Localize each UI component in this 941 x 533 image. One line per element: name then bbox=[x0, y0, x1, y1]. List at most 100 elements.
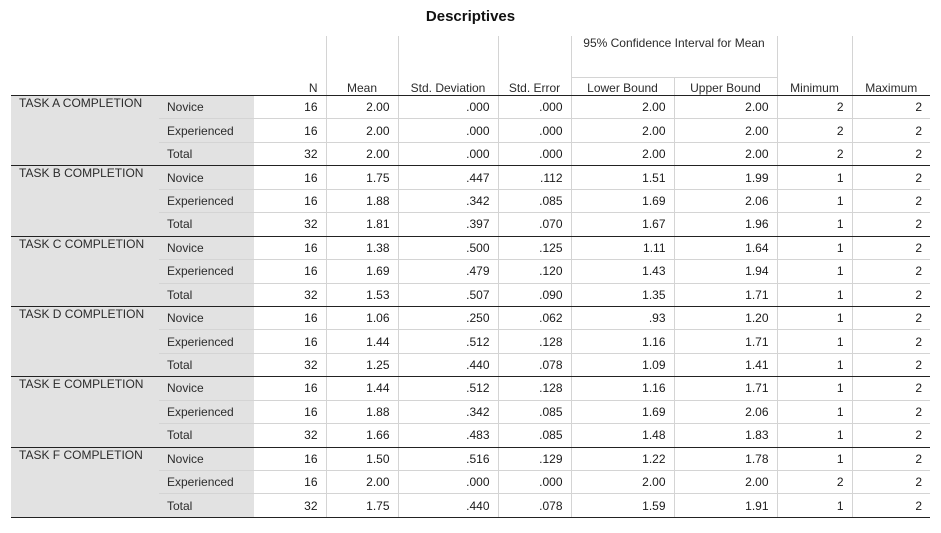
cell-lower-bound: 1.69 bbox=[570, 189, 674, 214]
cell-lower-bound: 1.69 bbox=[570, 400, 674, 425]
cell-upper-bound: 1.96 bbox=[673, 212, 777, 237]
cell-std-error: .000 bbox=[497, 95, 571, 120]
cell-minimum: 1 bbox=[776, 400, 852, 425]
cell-maximum: 2 bbox=[851, 353, 930, 378]
task-label: TASK C COMPLETION bbox=[11, 236, 159, 307]
header-n: N bbox=[254, 77, 326, 96]
cell-lower-bound: 1.35 bbox=[570, 283, 674, 307]
cell-maximum: 2 bbox=[851, 470, 930, 495]
header-spacer-max bbox=[851, 36, 930, 78]
cell-std-error: .125 bbox=[497, 236, 571, 261]
group-label: Total bbox=[159, 212, 254, 237]
cell-std-deviation: .512 bbox=[397, 376, 498, 401]
table-body: TASK A COMPLETION Novice 16 2.00.000.000 2.0… bbox=[11, 95, 930, 518]
cell-lower-bound: .93 bbox=[570, 306, 674, 331]
cell-std-deviation: .342 bbox=[397, 400, 498, 425]
header-std-error: Std. Error bbox=[497, 77, 571, 96]
header-blank-group-2 bbox=[159, 77, 254, 96]
cell-mean: 1.88 bbox=[325, 189, 398, 214]
cell-minimum: 1 bbox=[776, 353, 852, 378]
cell-minimum: 2 bbox=[776, 470, 852, 495]
cell-upper-bound: 1.41 bbox=[673, 353, 777, 378]
cell-minimum: 1 bbox=[776, 306, 852, 331]
cell-std-deviation: .000 bbox=[397, 142, 498, 167]
header-minimum: Minimum bbox=[776, 77, 852, 96]
cell-lower-bound: 2.00 bbox=[570, 142, 674, 167]
cell-n: 16 bbox=[254, 329, 326, 354]
cell-mean: 1.50 bbox=[325, 447, 398, 472]
cell-n: 16 bbox=[254, 189, 326, 214]
table-header: 95% Confidence Interval for Mean N Mean … bbox=[11, 36, 930, 96]
cell-n: 32 bbox=[254, 283, 326, 307]
cell-lower-bound: 1.48 bbox=[570, 423, 674, 448]
cell-n: 16 bbox=[254, 447, 326, 472]
table-row: Experienced 16 1.69.479.120 1.43 1.94 1 2 bbox=[11, 259, 930, 284]
group-label: Experienced bbox=[159, 259, 254, 284]
cell-std-error: .070 bbox=[497, 212, 571, 237]
header-spacer-min bbox=[776, 36, 852, 78]
cell-n: 32 bbox=[254, 212, 326, 237]
cell-n: 16 bbox=[254, 165, 326, 190]
cell-maximum: 2 bbox=[851, 329, 930, 354]
table-row: Experienced 16 1.44.512.128 1.16 1.71 1 2 bbox=[11, 329, 930, 354]
cell-n: 16 bbox=[254, 259, 326, 284]
cell-std-deviation: .440 bbox=[397, 493, 498, 518]
cell-upper-bound: 1.78 bbox=[673, 447, 777, 472]
table-row: Total 32 2.00.000.000 2.00 2.00 2 2 bbox=[11, 142, 930, 167]
cell-upper-bound: 2.06 bbox=[673, 400, 777, 425]
cell-std-error: .078 bbox=[497, 353, 571, 378]
header-spacer-sd bbox=[397, 36, 498, 78]
header-blank-task-2 bbox=[11, 77, 159, 96]
cell-std-deviation: .250 bbox=[397, 306, 498, 331]
cell-n: 16 bbox=[254, 118, 326, 143]
group-label: Novice bbox=[159, 447, 254, 472]
cell-lower-bound: 1.22 bbox=[570, 447, 674, 472]
table-row: Total 32 1.81.397.070 1.67 1.96 1 2 bbox=[11, 212, 930, 237]
task-label: TASK F COMPLETION bbox=[11, 447, 159, 518]
group-label: Total bbox=[159, 353, 254, 378]
cell-n: 16 bbox=[254, 400, 326, 425]
group-label: Total bbox=[159, 142, 254, 167]
cell-maximum: 2 bbox=[851, 423, 930, 448]
cell-lower-bound: 1.16 bbox=[570, 376, 674, 401]
cell-minimum: 1 bbox=[776, 423, 852, 448]
cell-std-error: .085 bbox=[497, 400, 571, 425]
group-label: Experienced bbox=[159, 400, 254, 425]
cell-mean: 1.75 bbox=[325, 165, 398, 190]
cell-n: 32 bbox=[254, 493, 326, 518]
cell-mean: 1.81 bbox=[325, 212, 398, 237]
cell-mean: 1.25 bbox=[325, 353, 398, 378]
cell-std-deviation: .000 bbox=[397, 470, 498, 495]
cell-maximum: 2 bbox=[851, 165, 930, 190]
cell-std-error: .090 bbox=[497, 283, 571, 307]
cell-maximum: 2 bbox=[851, 447, 930, 472]
group-label: Total bbox=[159, 423, 254, 448]
cell-n: 32 bbox=[254, 353, 326, 378]
cell-minimum: 1 bbox=[776, 236, 852, 261]
table-row: Experienced 16 2.00.000.000 2.00 2.00 2 2 bbox=[11, 118, 930, 143]
cell-minimum: 1 bbox=[776, 165, 852, 190]
cell-mean: 2.00 bbox=[325, 470, 398, 495]
cell-std-deviation: .000 bbox=[397, 118, 498, 143]
cell-n: 16 bbox=[254, 470, 326, 495]
cell-minimum: 1 bbox=[776, 493, 852, 518]
table-row: Total 32 1.75.440.078 1.59 1.91 1 2 bbox=[11, 493, 930, 518]
cell-maximum: 2 bbox=[851, 259, 930, 284]
cell-minimum: 1 bbox=[776, 376, 852, 401]
cell-std-error: .120 bbox=[497, 259, 571, 284]
table-row: Total 32 1.25.440.078 1.09 1.41 1 2 bbox=[11, 353, 930, 378]
task-label: TASK A COMPLETION bbox=[11, 95, 159, 167]
cell-maximum: 2 bbox=[851, 118, 930, 143]
header-lower-bound: Lower Bound bbox=[570, 77, 674, 96]
cell-std-deviation: .000 bbox=[397, 95, 498, 120]
cell-maximum: 2 bbox=[851, 95, 930, 120]
header-maximum: Maximum bbox=[851, 77, 930, 96]
cell-mean: 1.75 bbox=[325, 493, 398, 518]
cell-upper-bound: 2.00 bbox=[673, 95, 777, 120]
cell-maximum: 2 bbox=[851, 400, 930, 425]
cell-std-error: .000 bbox=[497, 118, 571, 143]
cell-std-error: .078 bbox=[497, 493, 571, 518]
descriptives-table: 95% Confidence Interval for Mean N Mean … bbox=[11, 36, 930, 518]
cell-upper-bound: 1.71 bbox=[673, 329, 777, 354]
cell-std-deviation: .479 bbox=[397, 259, 498, 284]
